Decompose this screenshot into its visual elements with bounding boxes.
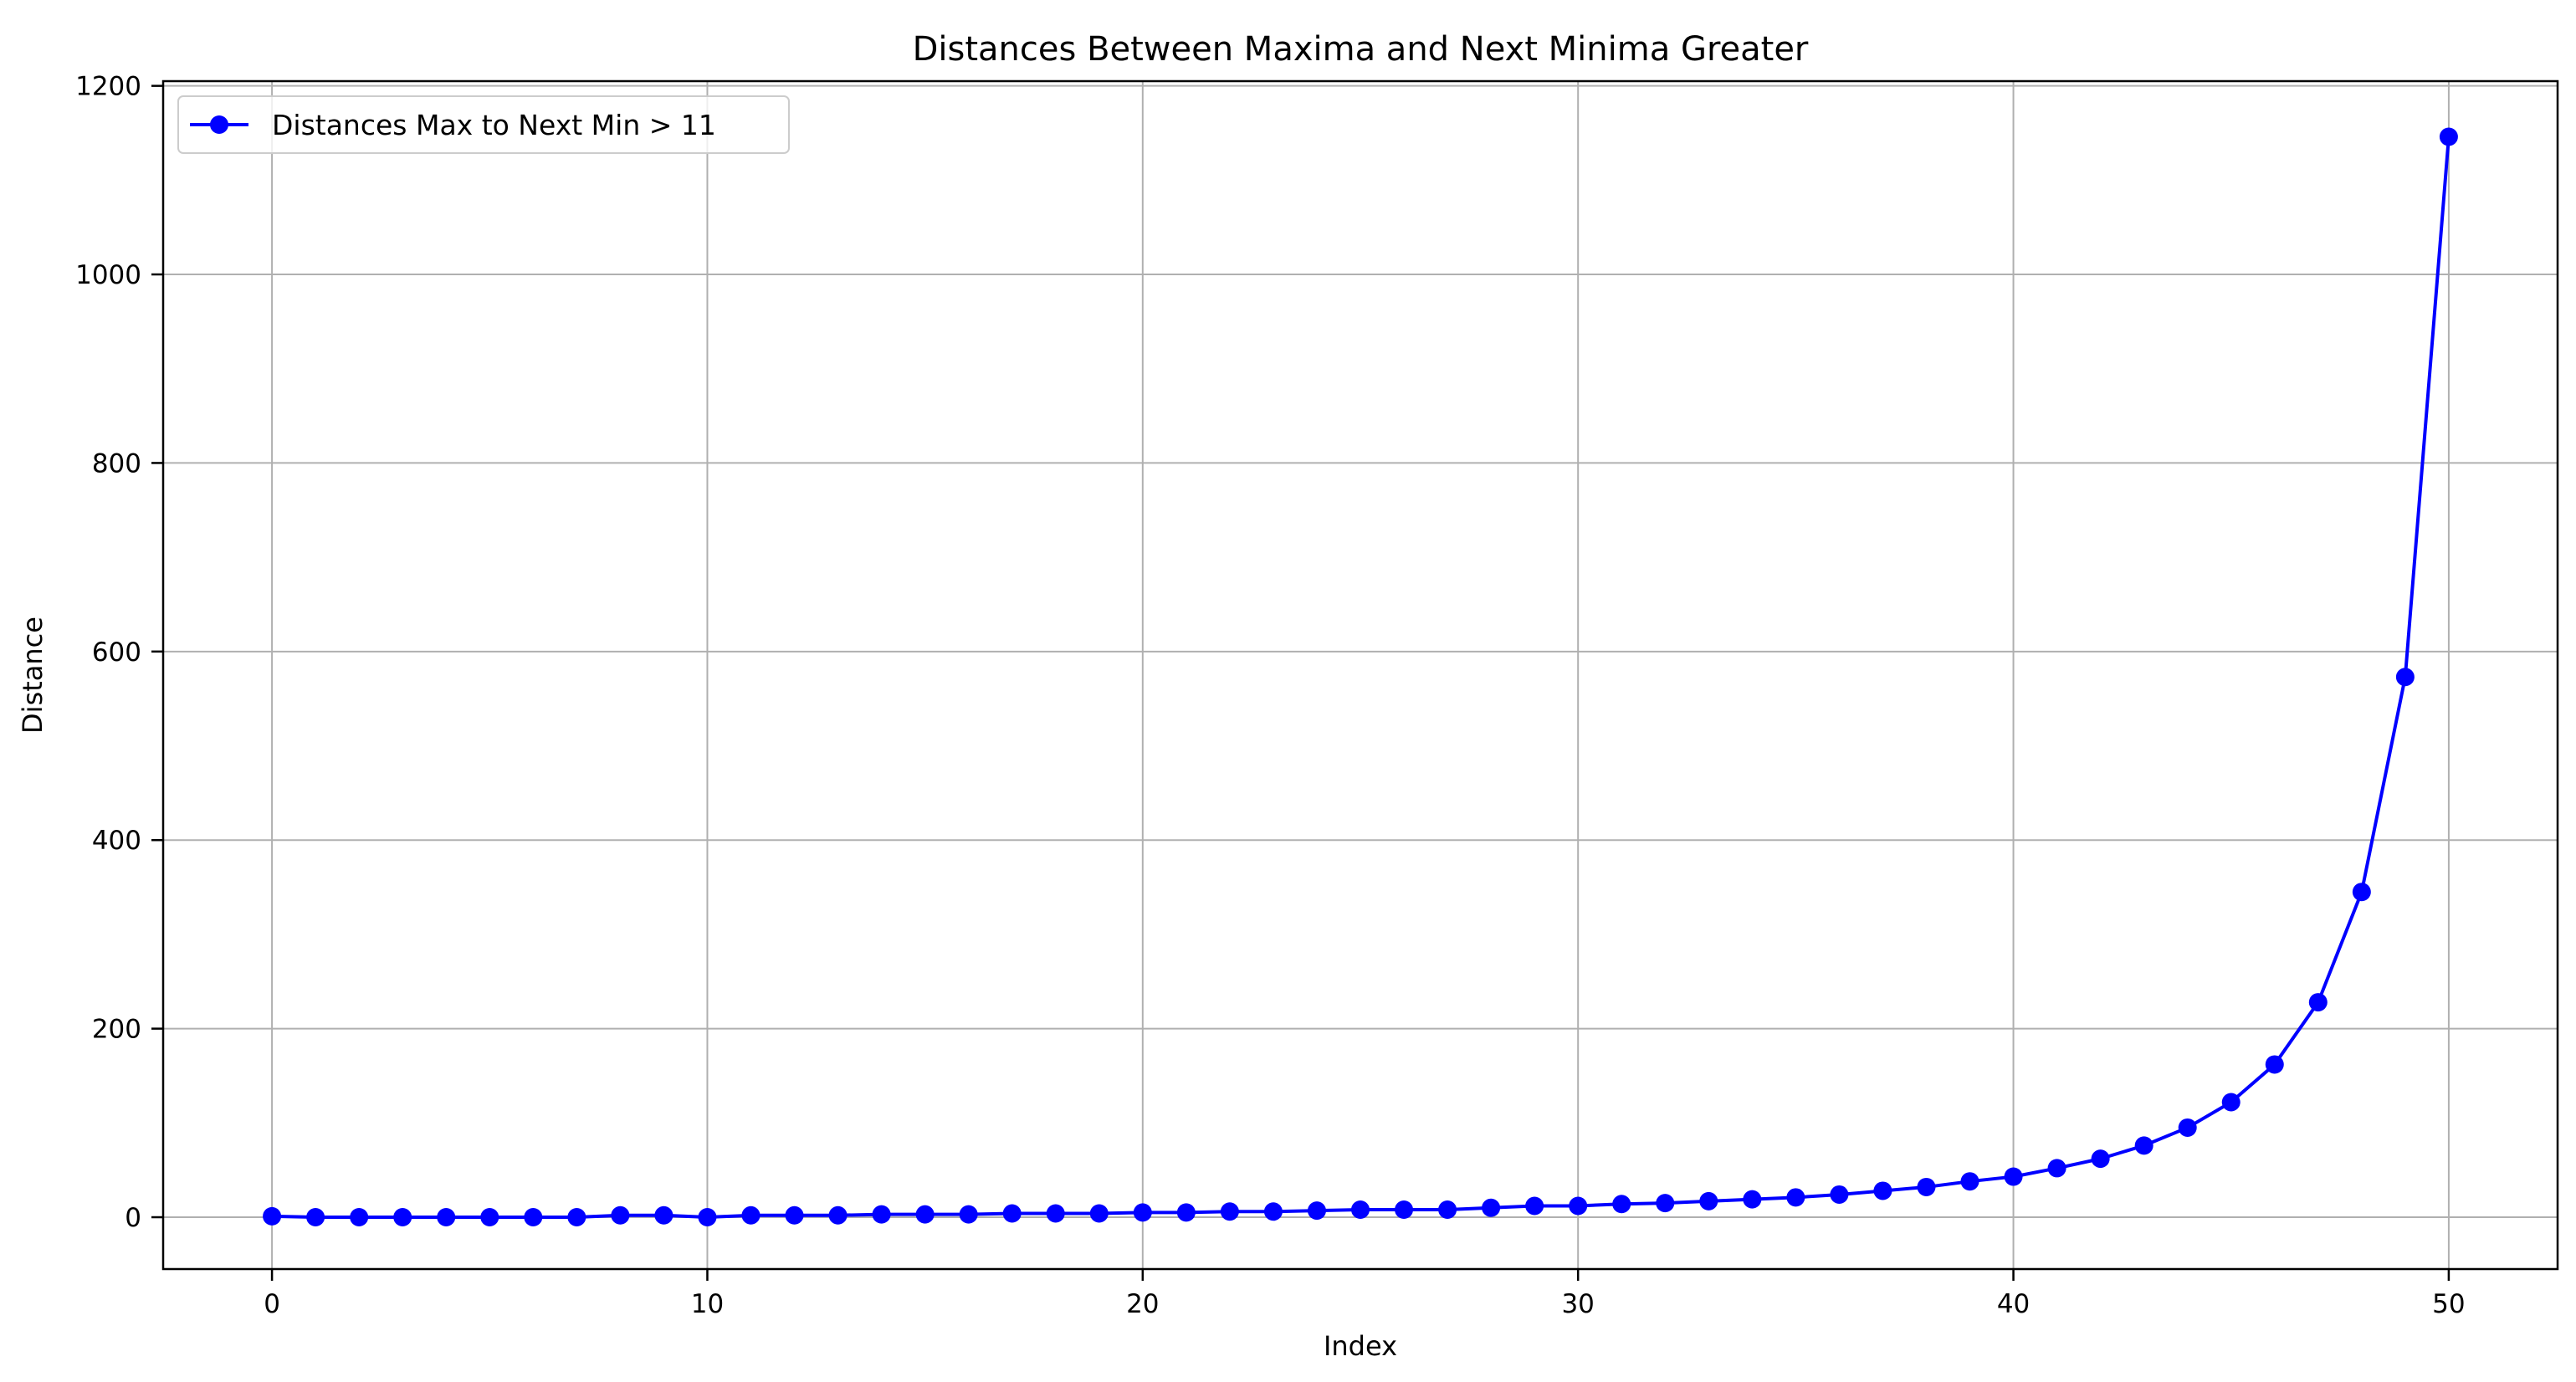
data-point bbox=[611, 1205, 630, 1225]
data-point bbox=[263, 1206, 282, 1226]
data-point bbox=[2047, 1159, 2066, 1178]
data-point bbox=[1176, 1203, 1196, 1222]
x-tick-label: 30 bbox=[1561, 1289, 1594, 1319]
y-tick-label: 600 bbox=[92, 637, 141, 668]
data-point bbox=[1133, 1203, 1152, 1222]
legend: Distances Max to Next Min > 11 bbox=[177, 95, 790, 154]
data-point bbox=[828, 1205, 848, 1225]
data-point bbox=[567, 1208, 586, 1227]
legend-box bbox=[177, 95, 790, 154]
data-point bbox=[350, 1208, 369, 1227]
data-point bbox=[915, 1205, 935, 1224]
axis-ticks: 0 10 20 30 40 50 0 200 400 600 800 1000 1200 bbox=[75, 72, 2466, 1319]
data-point bbox=[1743, 1190, 1762, 1209]
x-tick-label: 10 bbox=[691, 1289, 724, 1319]
data-point bbox=[524, 1208, 543, 1227]
data-point bbox=[1612, 1195, 1631, 1214]
legend-entry-label: Distances Max to Next Min > 11 bbox=[272, 109, 716, 141]
data-point bbox=[959, 1205, 978, 1224]
x-tick-label: 20 bbox=[1126, 1289, 1159, 1319]
data-point bbox=[1351, 1200, 1370, 1219]
chart-title: Distances Between Maxima and Next Minima… bbox=[913, 30, 1809, 69]
y-tick-label: 1000 bbox=[75, 260, 141, 290]
data-point bbox=[2004, 1167, 2023, 1186]
y-tick-label: 400 bbox=[92, 826, 141, 856]
data-point bbox=[1525, 1196, 1544, 1216]
x-tick-label: 40 bbox=[1997, 1289, 2030, 1319]
x-axis-label: Index bbox=[1324, 1330, 1397, 1362]
data-point bbox=[1089, 1204, 1109, 1223]
x-tick-label: 50 bbox=[2432, 1289, 2465, 1319]
data-point bbox=[1395, 1200, 1414, 1219]
data-point bbox=[872, 1205, 891, 1224]
data-point bbox=[1220, 1202, 1239, 1221]
data-point bbox=[1960, 1172, 1979, 1191]
data-point bbox=[698, 1208, 717, 1227]
data-point bbox=[393, 1208, 412, 1227]
data-point bbox=[2178, 1118, 2197, 1137]
data-point bbox=[1917, 1177, 1936, 1196]
data-point bbox=[306, 1208, 325, 1227]
data-point bbox=[2308, 993, 2328, 1012]
data-point bbox=[1307, 1201, 1326, 1221]
data-point bbox=[2221, 1093, 2241, 1112]
data-point bbox=[480, 1208, 499, 1227]
data-point bbox=[1046, 1204, 1065, 1223]
data-point bbox=[2091, 1149, 2110, 1169]
data-point bbox=[2395, 668, 2415, 687]
data-point bbox=[1438, 1200, 1457, 1219]
data-point bbox=[654, 1205, 673, 1225]
y-tick-label: 0 bbox=[125, 1203, 141, 1233]
data-point bbox=[2265, 1055, 2284, 1074]
y-tick-label: 1200 bbox=[75, 72, 141, 102]
data-point bbox=[437, 1208, 456, 1227]
plot-frame bbox=[161, 79, 2559, 1271]
data-point bbox=[1699, 1191, 1718, 1211]
data-point bbox=[1830, 1185, 1849, 1204]
grid-lines bbox=[163, 81, 2558, 1269]
data-point bbox=[1263, 1202, 1283, 1221]
x-tick-label: 0 bbox=[264, 1289, 280, 1319]
data-point bbox=[1786, 1188, 1805, 1207]
series-layer bbox=[263, 127, 2458, 1227]
data-point bbox=[2439, 127, 2458, 146]
data-point bbox=[1656, 1194, 1675, 1213]
series-line bbox=[272, 136, 2451, 1220]
data-point bbox=[2352, 883, 2371, 902]
data-point bbox=[1873, 1181, 1892, 1200]
y-tick-label: 200 bbox=[92, 1015, 141, 1045]
data-point bbox=[1569, 1196, 1588, 1216]
data-point bbox=[741, 1205, 761, 1225]
legend-marker-swatch bbox=[210, 115, 228, 134]
data-point bbox=[1482, 1198, 1501, 1217]
data-point bbox=[1002, 1204, 1022, 1223]
y-axis-label: Distance bbox=[17, 617, 49, 734]
data-point bbox=[2134, 1136, 2153, 1155]
data-point bbox=[785, 1205, 804, 1225]
y-tick-label: 800 bbox=[92, 448, 141, 479]
